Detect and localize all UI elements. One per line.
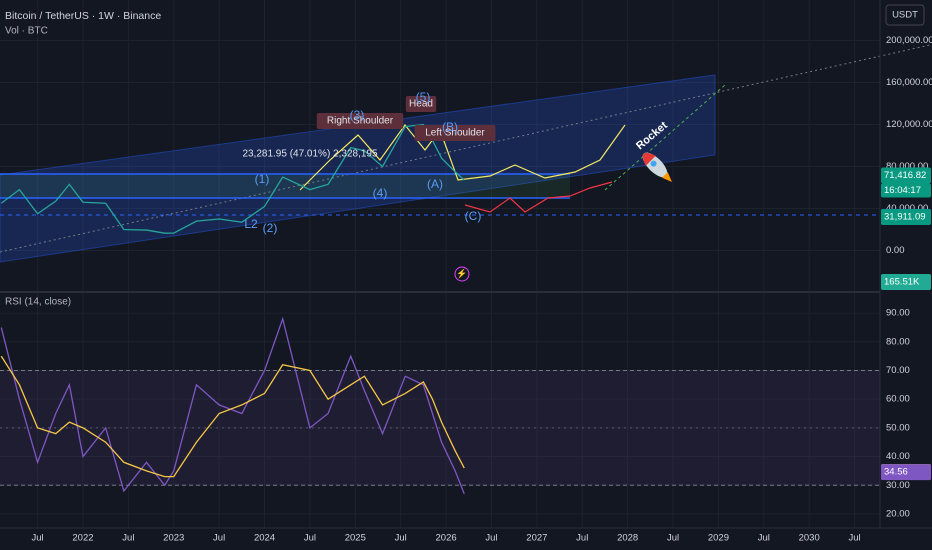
annotation: Left Shoulder (425, 128, 485, 139)
annotation: (1) (255, 172, 270, 186)
x-tick-label: 2022 (72, 533, 93, 544)
x-tick-label: 2026 (436, 533, 457, 544)
x-tick-label: 2029 (708, 533, 729, 544)
event-icon-glyph[interactable]: ⚡ (456, 267, 467, 279)
x-tick-label: Jul (32, 533, 44, 544)
annotation: (3) (350, 108, 365, 122)
annotation: (C) (465, 209, 482, 223)
y-tick-label: 200,000.00 (886, 35, 932, 46)
x-tick-label: Jul (576, 533, 588, 544)
y-tick-label: 60.00 (886, 394, 910, 405)
annotation: 23,281.95 (47.01%) 2,328,195 (242, 149, 378, 160)
annotation: Right Shoulder (327, 116, 394, 127)
x-tick-label: 2028 (617, 533, 638, 544)
annotation-box (405, 96, 437, 112)
trend-line (0, 44, 931, 253)
price-badge-label: 34.56 (884, 467, 908, 478)
x-tick-label: Jul (395, 533, 407, 544)
y-tick-label: 90.00 (886, 308, 910, 319)
price-badge (881, 167, 931, 184)
annotation: (5) (416, 90, 431, 104)
rsi-title: RSI (14, close) (5, 297, 71, 308)
x-tick-label: Jul (667, 533, 679, 544)
x-tick-label: 2025 (345, 533, 366, 544)
countdown-badge (881, 183, 931, 198)
y-tick-label: 30.00 (886, 480, 910, 491)
x-tick-label: Jul (213, 533, 225, 544)
countdown: 16:04:17 (884, 185, 921, 196)
y-tick-label: 80.00 (886, 336, 910, 347)
y-tick-label: 160,000.00 (886, 77, 932, 88)
annotation: (A) (427, 177, 443, 191)
price-badge-label: 71,416.82 (884, 170, 926, 181)
x-tick-label: Jul (758, 533, 770, 544)
projection-red (464, 181, 613, 213)
x-tick-label: Jul (122, 533, 134, 544)
y-tick-label: 50.00 (886, 422, 910, 433)
x-tick-label: 2024 (254, 533, 275, 544)
y-tick-label: 70.00 (886, 365, 910, 376)
y-tick-label: 40,000.00 (886, 203, 928, 214)
rocket-icon (642, 152, 672, 182)
series-line (0, 355, 465, 478)
symbol-title: Bitcoin / TetherUS · 1W · Binance (5, 10, 161, 22)
x-tick-label: Jul (849, 533, 861, 544)
volume-badge-label: 165.51K (884, 277, 920, 288)
y-tick-label: 0.00 (886, 245, 905, 256)
series-line (0, 316, 465, 495)
annotation: (4) (373, 186, 388, 200)
price-badge (881, 464, 931, 481)
x-tick-label: 2027 (526, 533, 547, 544)
currency[interactable]: USDT (892, 10, 918, 21)
grid (0, 0, 880, 528)
price-badge (881, 209, 931, 226)
annotation: L2 (244, 217, 258, 231)
annotation: (B) (442, 120, 458, 134)
y-tick-label: 40.00 (886, 451, 910, 462)
y-tick-label: 120,000.00 (886, 119, 932, 130)
annotation-box (414, 125, 496, 141)
price-badge-label: 31,911.09 (884, 212, 926, 223)
event-icon[interactable] (454, 266, 470, 282)
target-arrow (604, 84, 726, 191)
volume-badge (881, 274, 931, 290)
x-tick-label: Jul (485, 533, 497, 544)
volume-label: Vol · BTC (5, 26, 48, 37)
x-tick-label: Jul (304, 533, 316, 544)
annotation: (2) (263, 221, 278, 235)
x-tick-label: 2023 (163, 533, 184, 544)
projection-yellow (299, 124, 626, 191)
annotation: Head (409, 99, 433, 110)
x-tick-label: 2030 (799, 533, 820, 544)
annotation-box (316, 113, 404, 129)
y-tick-label: 20.00 (886, 508, 910, 519)
currency-button[interactable] (885, 4, 925, 26)
y-tick-label: 80,000.00 (886, 161, 928, 172)
